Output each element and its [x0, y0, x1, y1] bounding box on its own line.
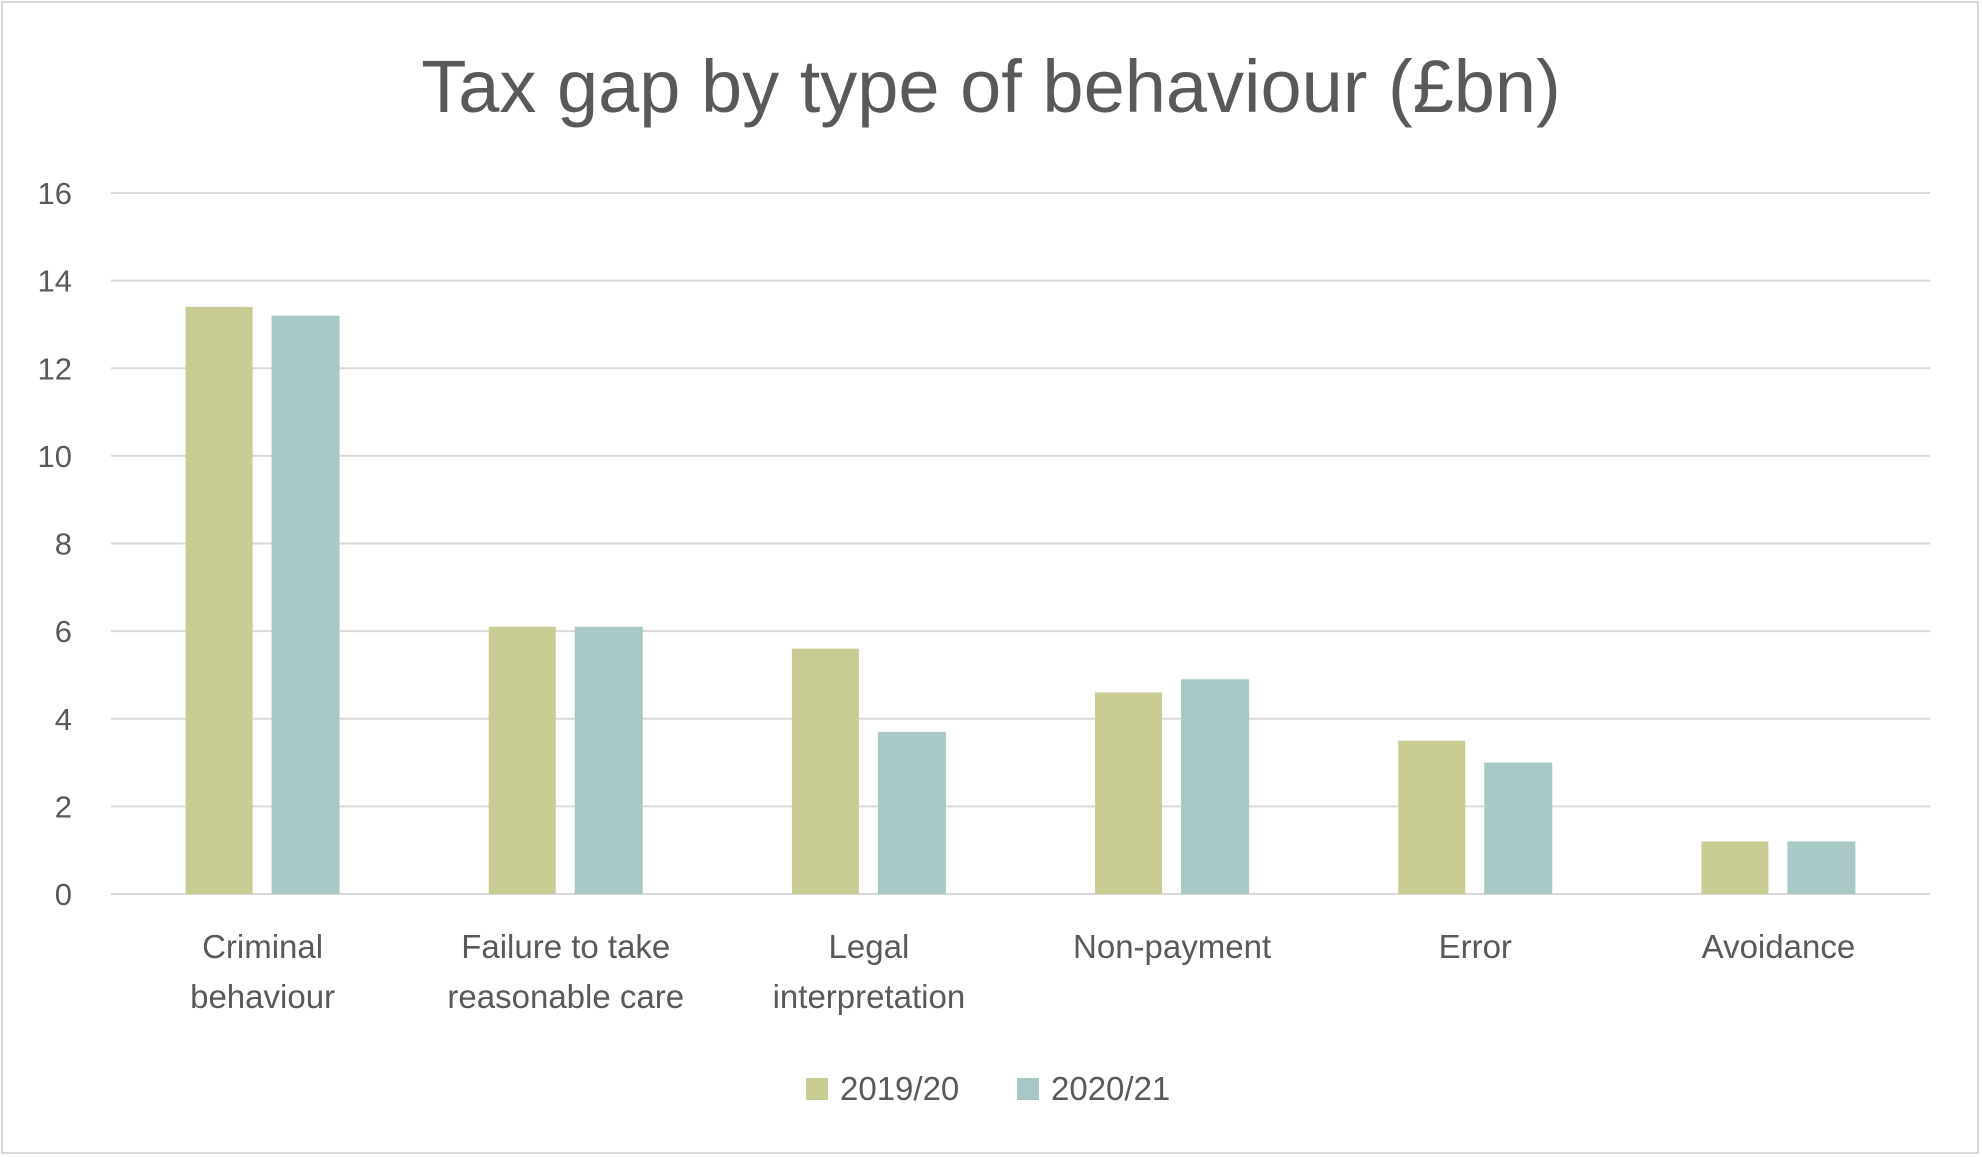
x-tick-label: reasonable care — [447, 978, 684, 1015]
y-tick-label: 2 — [55, 789, 72, 824]
y-tick-label: 6 — [55, 614, 72, 649]
x-tick-label: Non-payment — [1073, 928, 1271, 965]
x-tick-label: Error — [1439, 928, 1512, 965]
x-tick-label: Avoidance — [1702, 928, 1856, 965]
y-axis-ticks: 0 2 4 6 8 10 12 14 16 — [38, 176, 72, 912]
legend-swatch — [806, 1078, 828, 1100]
legend-label: 2019/20 — [840, 1070, 959, 1107]
x-tick-label: interpretation — [773, 978, 966, 1015]
legend: 2019/20 2020/21 — [806, 1070, 1170, 1107]
x-tick-label: Criminal — [202, 928, 323, 965]
x-tick-label: Legal — [829, 928, 910, 965]
x-axis-labels: Criminal behaviour Failure to take reasonab… — [190, 928, 1855, 1015]
bars — [185, 306, 1856, 895]
bar-2019-20 — [1398, 740, 1466, 894]
gridlines — [111, 192, 1930, 895]
bar-2020-21 — [271, 315, 340, 894]
bar-2020-21 — [1181, 679, 1250, 894]
legend-label: 2020/21 — [1051, 1070, 1170, 1107]
x-tick-label: Failure to take — [461, 928, 670, 965]
x-tick-label: behaviour — [190, 978, 335, 1015]
bar-2019-20 — [1701, 841, 1769, 894]
bar-2020-21 — [1484, 762, 1553, 894]
bar-2019-20 — [488, 626, 556, 894]
bar-2019-20 — [1095, 692, 1163, 894]
bar-2020-21 — [877, 731, 946, 894]
bar-2020-21 — [1787, 841, 1856, 894]
bar-2020-21 — [574, 626, 643, 894]
bar-2019-20 — [185, 306, 253, 895]
y-tick-label: 12 — [38, 351, 72, 386]
y-tick-label: 8 — [55, 527, 72, 562]
y-tick-label: 4 — [55, 702, 72, 737]
y-tick-label: 16 — [38, 176, 72, 211]
bar-2019-20 — [791, 648, 859, 894]
y-tick-label: 0 — [55, 877, 72, 912]
chart-title: Tax gap by type of behaviour (£bn) — [421, 45, 1560, 128]
legend-swatch — [1017, 1078, 1039, 1100]
y-tick-label: 10 — [38, 439, 72, 474]
y-tick-label: 14 — [38, 264, 72, 299]
